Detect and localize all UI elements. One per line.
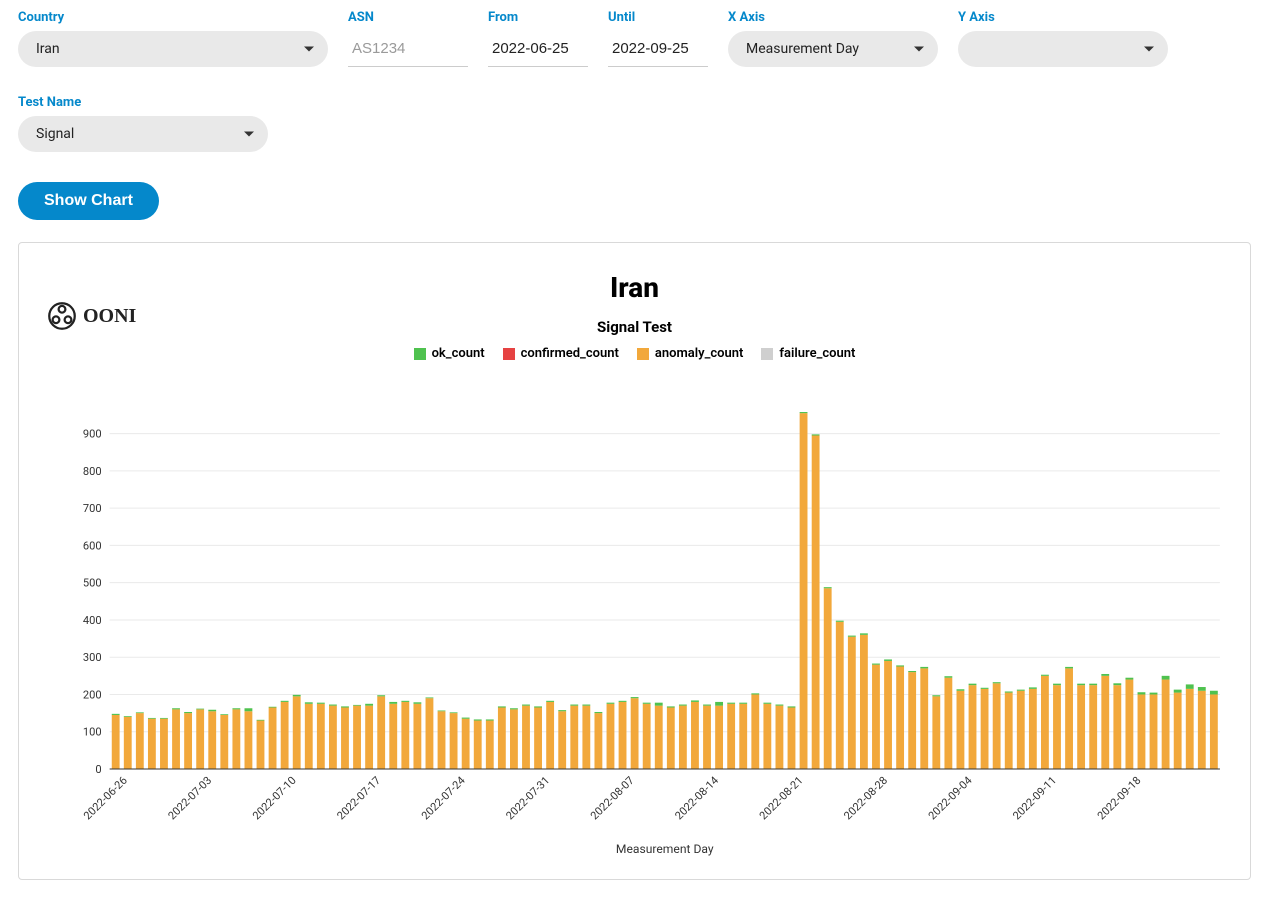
chart-title: Iran [39,271,1230,304]
chart-subtitle: Signal Test [39,318,1230,336]
svg-text:2022-08-21: 2022-08-21 [757,774,806,822]
svg-text:100: 100 [83,726,102,739]
chevron-down-icon [914,47,924,52]
svg-text:Measurement Day: Measurement Day [616,842,714,856]
ooni-logo-icon [47,301,77,331]
legend-item: anomaly_count [637,346,744,361]
svg-text:2022-09-04: 2022-09-04 [926,774,975,822]
chevron-down-icon [1144,47,1154,52]
show-chart-button[interactable]: Show Chart [18,182,159,220]
asn-field: ASN [348,10,468,67]
svg-text:300: 300 [83,651,102,664]
yaxis-field: Y Axis [958,10,1168,67]
yaxis-select[interactable] [958,31,1168,67]
country-field: Country Iran [18,10,328,67]
svg-text:800: 800 [83,465,102,478]
testname-field: Test Name Signal [18,95,268,152]
from-input[interactable] [488,31,588,67]
svg-text:2022-07-31: 2022-07-31 [503,774,552,822]
xaxis-field: X Axis Measurement Day [728,10,938,67]
svg-text:2022-07-24: 2022-07-24 [419,774,468,822]
chevron-down-icon [304,47,314,52]
svg-text:2022-07-10: 2022-07-10 [250,774,299,822]
svg-text:700: 700 [83,502,102,515]
yaxis-label: Y Axis [958,10,1168,25]
asn-label: ASN [348,10,468,25]
xaxis-select[interactable]: Measurement Day [728,31,938,67]
testname-value: Signal [36,126,74,142]
svg-text:2022-07-17: 2022-07-17 [334,774,383,822]
from-label: From [488,10,588,25]
filter-panel: Country Iran ASN From Until X Axis Measu… [18,10,1251,152]
legend-item: ok_count [414,346,485,361]
legend-label: ok_count [432,346,485,361]
chart-legend: ok_count confirmed_count anomaly_count fail… [39,346,1230,361]
svg-text:600: 600 [83,539,102,552]
svg-text:500: 500 [83,577,102,590]
country-value: Iran [36,41,60,57]
svg-text:400: 400 [83,614,102,627]
until-field: Until [608,10,708,67]
legend-item: failure_count [761,346,855,361]
svg-text:2022-08-07: 2022-08-07 [588,774,637,822]
legend-label: anomaly_count [655,346,744,361]
legend-label: confirmed_count [521,346,619,361]
asn-input[interactable] [348,31,468,67]
legend-swatch [637,348,649,360]
ooni-brand-text: OONI [83,305,136,328]
svg-text:900: 900 [83,428,102,441]
svg-text:0: 0 [95,763,101,776]
chevron-down-icon [244,132,254,137]
ooni-brand: OONI [47,301,136,331]
from-field: From [488,10,588,67]
legend-swatch [414,348,426,360]
chart-svg: 0 100 200 300 400 500 600 700 800 900 2022-06-26 20… [39,369,1230,859]
svg-text:2022-08-14: 2022-08-14 [672,774,721,822]
svg-text:2022-09-11: 2022-09-11 [1010,774,1059,822]
svg-text:2022-08-28: 2022-08-28 [841,774,890,822]
until-input[interactable] [608,31,708,67]
legend-label: failure_count [779,346,855,361]
xaxis-label: X Axis [728,10,938,25]
xaxis-value: Measurement Day [746,41,859,57]
testname-label: Test Name [18,95,268,110]
country-select[interactable]: Iran [18,31,328,67]
svg-text:2022-06-26: 2022-06-26 [81,774,130,822]
svg-text:200: 200 [83,689,102,702]
country-label: Country [18,10,328,25]
chart-card: OONI Iran Signal Test ok_count confirmed_… [18,242,1251,880]
testname-select[interactable]: Signal [18,116,268,152]
legend-item: confirmed_count [503,346,619,361]
until-label: Until [608,10,708,25]
svg-text:2022-09-18: 2022-09-18 [1095,774,1144,822]
chart-plot-area: 0 100 200 300 400 500 600 700 800 900 2022-06-26 20… [39,369,1230,859]
legend-swatch [761,348,773,360]
svg-text:2022-07-03: 2022-07-03 [166,774,215,822]
legend-swatch [503,348,515,360]
